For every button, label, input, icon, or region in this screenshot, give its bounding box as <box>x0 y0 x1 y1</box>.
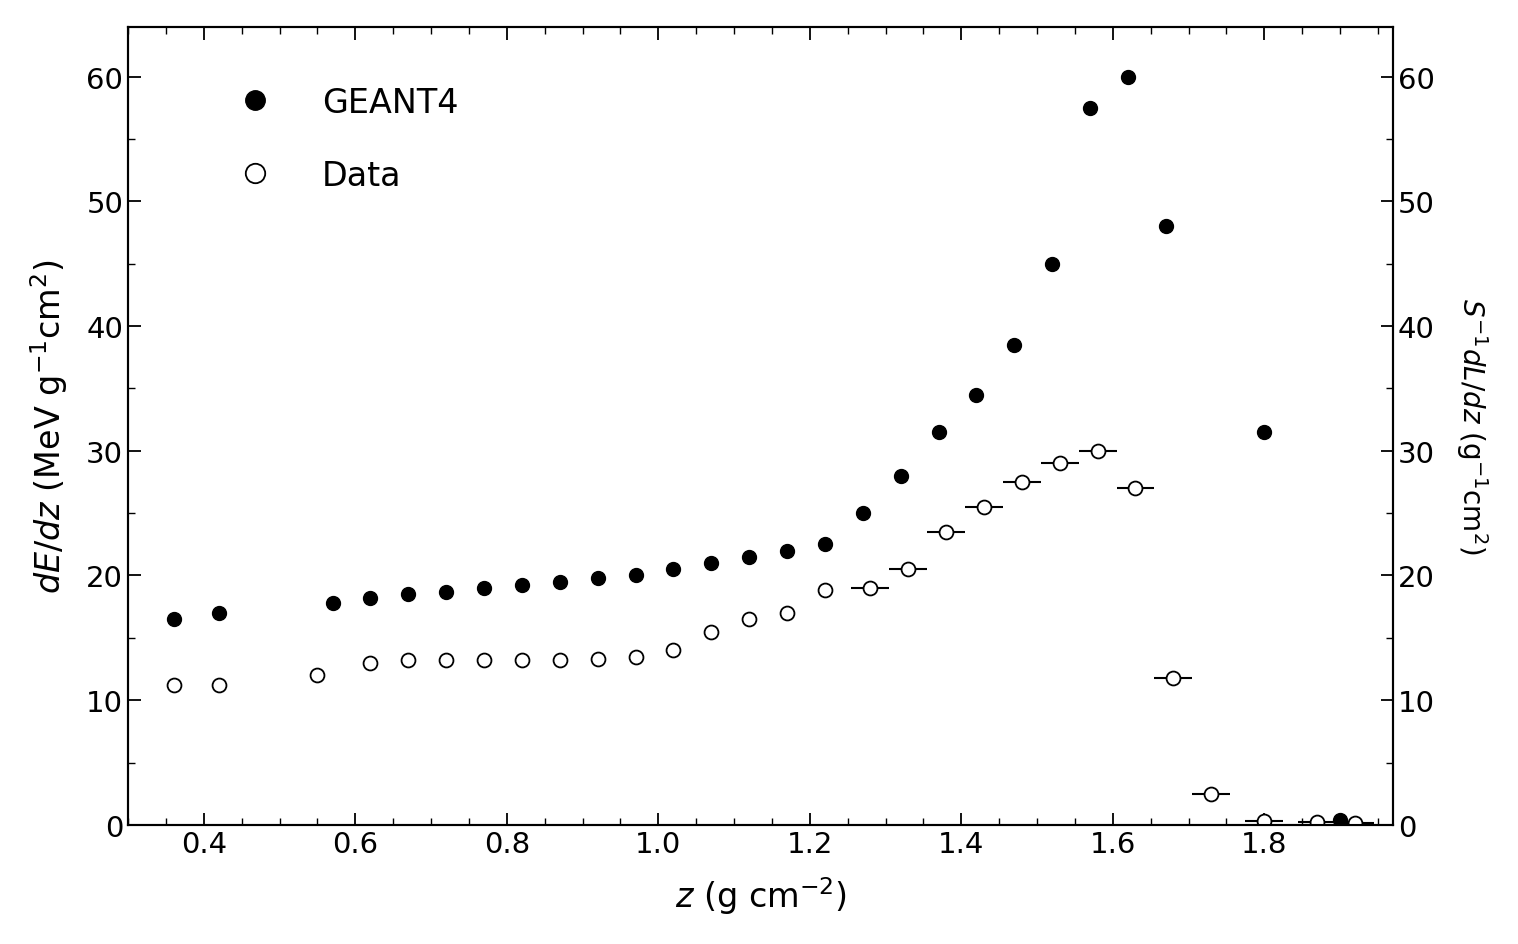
GEANT4 <box>777 546 795 557</box>
Y-axis label: $S^{-1}dL/dz$ (g$^{-1}$cm$^{2}$): $S^{-1}dL/dz$ (g$^{-1}$cm$^{2}$) <box>1454 298 1491 555</box>
GEANT4 <box>1081 103 1099 114</box>
GEANT4 <box>1005 340 1023 351</box>
GEANT4 <box>891 470 909 481</box>
GEANT4 <box>1255 427 1274 438</box>
Legend: GEANT4, Data: GEANT4, Data <box>196 60 486 220</box>
GEANT4 <box>815 539 833 550</box>
GEANT4 <box>741 551 759 563</box>
GEANT4 <box>627 570 645 582</box>
GEANT4 <box>929 427 947 438</box>
GEANT4 <box>475 582 493 594</box>
GEANT4 <box>209 608 228 619</box>
Y-axis label: $dE/dz$ (MeV g$^{-1}$cm$^{2}$): $dE/dz$ (MeV g$^{-1}$cm$^{2}$) <box>27 260 70 594</box>
GEANT4 <box>437 586 455 598</box>
GEANT4 <box>361 593 380 604</box>
GEANT4 <box>1119 72 1137 83</box>
GEANT4 <box>1157 222 1175 233</box>
X-axis label: $z$ (g cm$^{-2}$): $z$ (g cm$^{-2}$) <box>674 874 847 917</box>
GEANT4 <box>513 581 531 592</box>
GEANT4 <box>551 577 569 588</box>
GEANT4 <box>967 390 985 401</box>
GEANT4 <box>853 508 871 519</box>
GEANT4 <box>703 558 721 569</box>
GEANT4 <box>323 598 342 609</box>
Line: GEANT4: GEANT4 <box>167 71 1346 827</box>
GEANT4 <box>589 573 607 584</box>
GEANT4 <box>399 589 417 600</box>
GEANT4 <box>1331 815 1350 826</box>
GEANT4 <box>164 614 182 625</box>
GEANT4 <box>1043 259 1061 270</box>
GEANT4 <box>665 564 683 575</box>
